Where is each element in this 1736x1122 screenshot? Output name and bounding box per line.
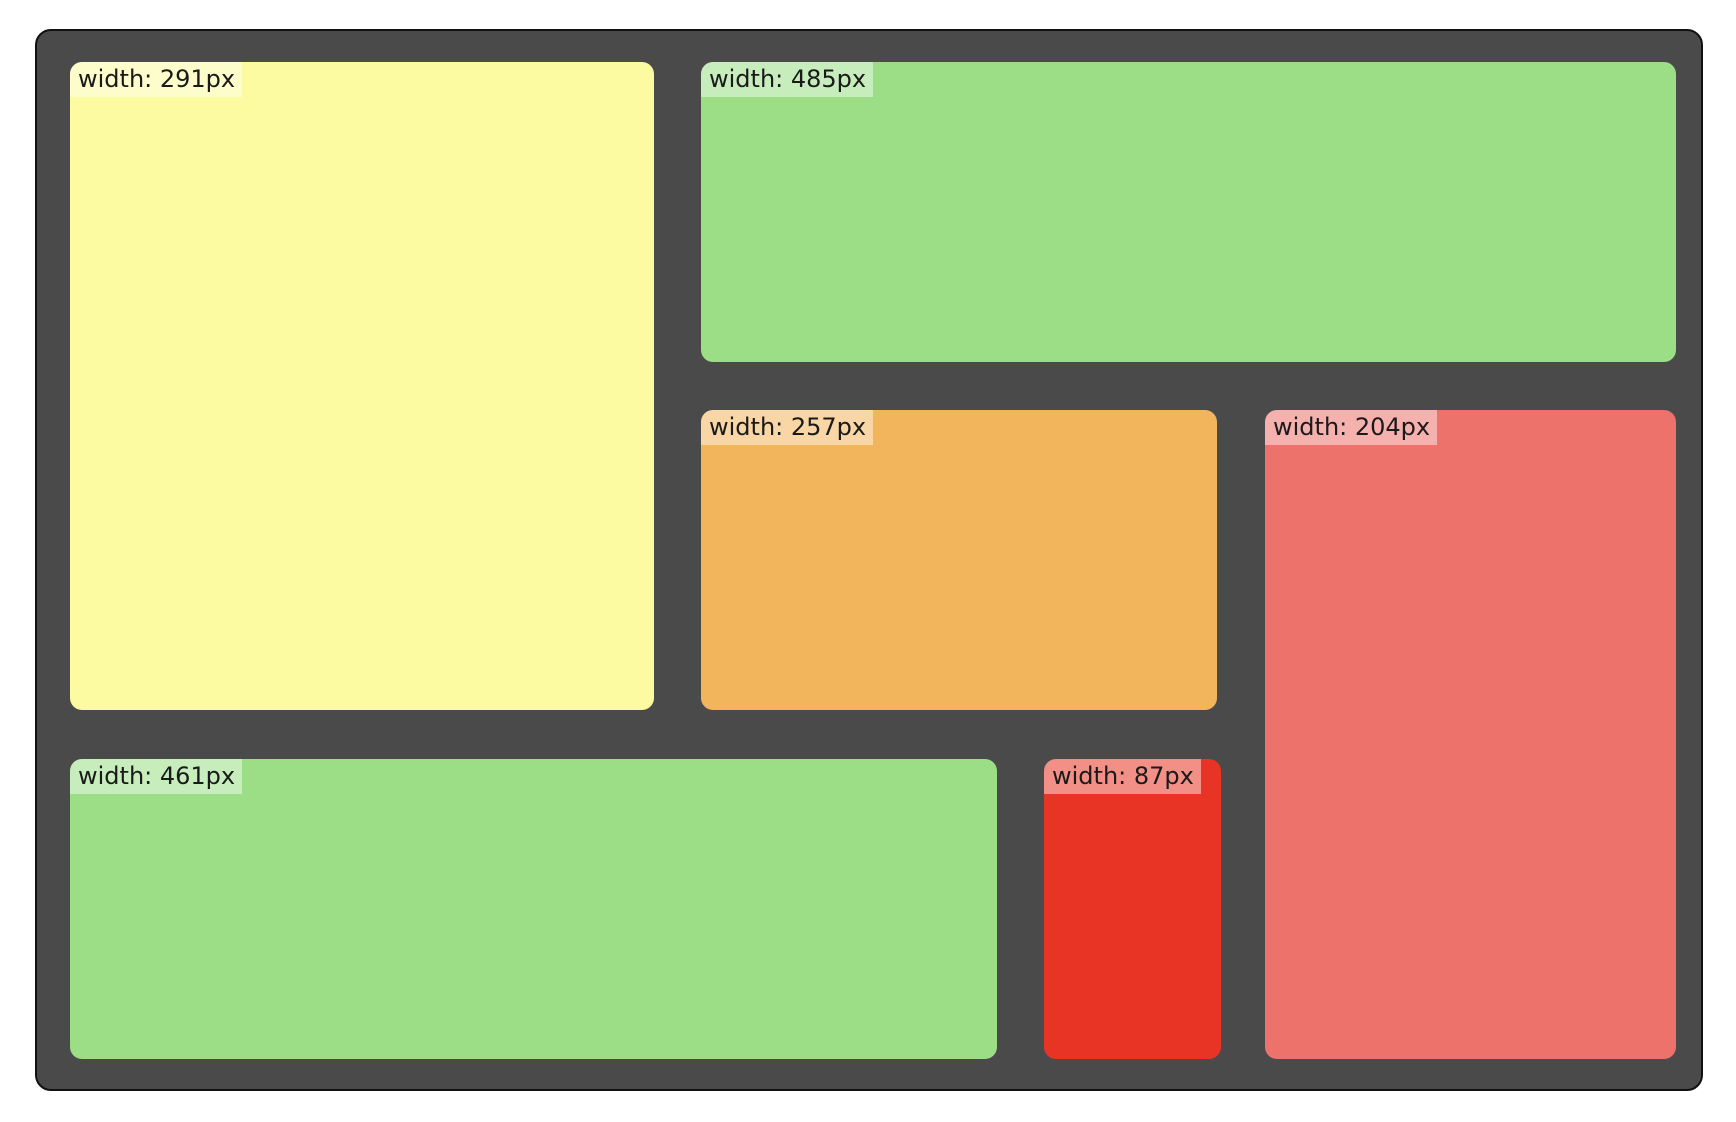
width-label: width: 257px — [701, 410, 874, 445]
width-label: width: 204px — [1265, 410, 1438, 445]
flex-item-salmon: width: 204px — [1265, 410, 1676, 1059]
flex-item-green-top: width: 485px — [701, 62, 1676, 362]
flex-item-orange: width: 257px — [701, 410, 1217, 710]
flex-item-green-bottom: width: 461px — [70, 759, 997, 1059]
flex-item-yellow: width: 291px — [70, 62, 654, 710]
width-label: width: 485px — [701, 62, 874, 97]
width-label: width: 461px — [70, 759, 243, 794]
flex-container: width: 291px width: 485px width: 257px w… — [35, 29, 1703, 1091]
width-label: width: 87px — [1044, 759, 1201, 794]
flex-item-red: width: 87px — [1044, 759, 1221, 1059]
width-label: width: 291px — [70, 62, 243, 97]
